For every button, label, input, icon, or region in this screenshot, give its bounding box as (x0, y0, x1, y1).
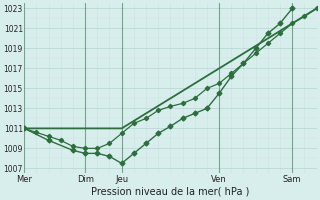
X-axis label: Pression niveau de la mer( hPa ): Pression niveau de la mer( hPa ) (91, 187, 250, 197)
